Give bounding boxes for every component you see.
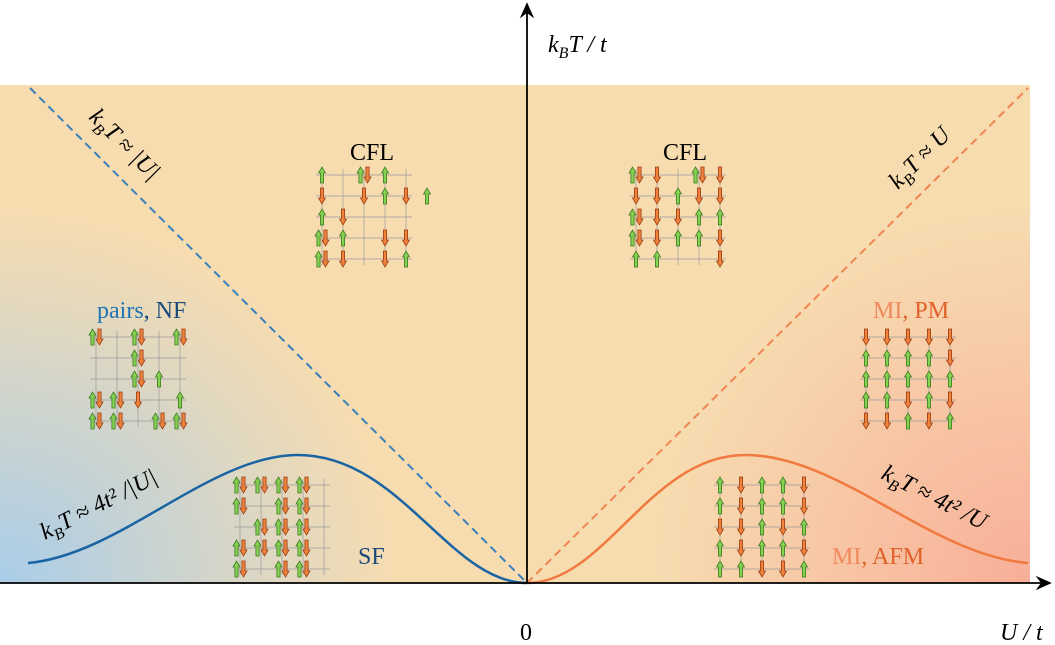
y-axis-label: kBT / t	[548, 32, 608, 62]
cfl-label: CFL	[350, 140, 394, 166]
mi-pm-label: MI, PM	[873, 298, 949, 324]
x-axis-label: U / t	[1000, 620, 1044, 645]
cfl-label: CFL	[663, 140, 707, 166]
phase-diagram: kBT / t U / t 0 CFL CFL pairs, NF MI, PM…	[0, 0, 1055, 645]
pairs-nf-label: pairs, NF	[97, 298, 186, 324]
origin-label: 0	[520, 620, 532, 645]
sf-label: SF	[358, 544, 385, 570]
mi-afm-label: MI, AFM	[832, 544, 924, 570]
